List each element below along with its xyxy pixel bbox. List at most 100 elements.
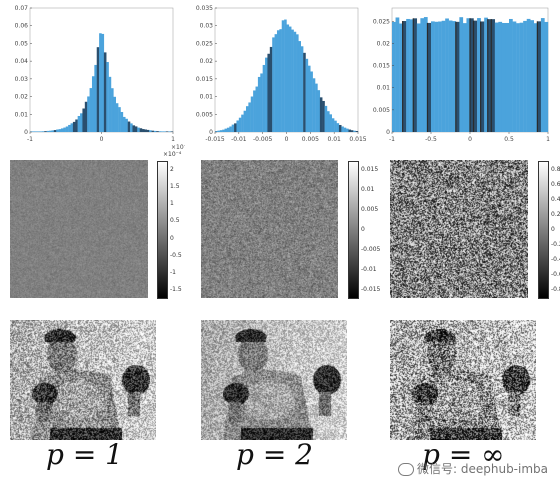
histogram-bar — [307, 65, 311, 132]
y-tick-label: 0.015 — [196, 76, 213, 83]
y-tick-label: 0.025 — [373, 18, 390, 25]
histogram-bar — [319, 97, 323, 132]
histogram-bar — [245, 106, 249, 132]
histogram-bar — [111, 88, 114, 132]
y-tick-label: 0.015 — [373, 63, 390, 70]
colorbar-tick-label: 0.01 — [361, 186, 375, 193]
histogram-bar — [303, 52, 306, 132]
histogram-bar — [445, 18, 449, 133]
histogram-bar — [132, 125, 136, 132]
colorbar-tick-label: -1.5 — [170, 286, 182, 293]
label-pinf: p = ∞ — [422, 438, 505, 471]
histogram-bar — [49, 130, 52, 132]
colorbar-tick-label: 0.6 — [551, 181, 560, 188]
colorbar-1: 2 1.5 1 0.5 0 -0.5 -1 -1.5 — [157, 161, 182, 299]
histogram-bar — [317, 90, 321, 132]
colorbar-tick-label: -1 — [170, 268, 176, 276]
x-tick-label: 0 — [100, 136, 104, 143]
histogram-bar — [265, 57, 268, 133]
histogram-bar — [477, 18, 481, 133]
y-tick-label: 0.01 — [377, 85, 391, 92]
histogram-bar — [77, 115, 81, 132]
histogram-bar — [115, 103, 119, 132]
histogram-bar — [165, 131, 169, 132]
colorbar-tick-label: -0.005 — [361, 246, 381, 253]
y-tick-label: 0.02 — [15, 94, 29, 101]
y-tick-label: 0.01 — [15, 111, 29, 118]
histogram-bar — [286, 24, 290, 133]
y-tick-label: 0.06 — [15, 23, 29, 30]
histogram-bar — [234, 123, 237, 132]
histogram-bar — [409, 19, 414, 133]
histogram-bar — [491, 19, 496, 132]
histogram-bar — [329, 114, 332, 132]
histogram-bar — [526, 18, 531, 132]
histogram-bar — [142, 129, 145, 132]
histogram-bar — [101, 33, 105, 132]
histogram-bar — [70, 123, 74, 132]
histogram-bar — [106, 62, 109, 132]
histogram-bar — [248, 102, 251, 132]
x-tick-label: 0.01 — [327, 136, 341, 143]
histogram-bar — [84, 101, 88, 132]
histogram-bar — [434, 21, 439, 133]
noisy-photo-3 — [390, 320, 536, 440]
watermark: 微信号: deephub-imba — [398, 460, 548, 477]
histogram-bar — [312, 78, 316, 132]
colorbar-tick-label: 0.2 — [551, 211, 560, 218]
x-tick-label: 1 — [546, 136, 550, 143]
x-tick-label: -0.5 — [425, 136, 437, 143]
histogram-bar — [487, 19, 492, 133]
histogram-bar — [288, 26, 292, 132]
noise-map-2 — [201, 160, 338, 298]
y-tick-label: 0.035 — [196, 5, 213, 12]
histogram-bar — [99, 33, 102, 132]
colorbar-tick-label: 0 — [551, 226, 555, 233]
histogram-bar — [473, 20, 478, 132]
colorbar-tick-label: 1 — [170, 200, 174, 208]
histogram-bar — [94, 64, 97, 132]
histogram-bar — [118, 107, 121, 132]
y-tick-label: 0.01 — [200, 94, 214, 101]
histogram-bar — [80, 113, 83, 132]
histogram-bar — [420, 18, 425, 132]
histogram-bar — [462, 23, 467, 132]
histogram-bar — [41, 131, 45, 132]
histogram-chart-gaussian: -0.015 -0.01 -0.005 0 0.005 0.01 0.015 0 0.005 0.… — [196, 5, 367, 143]
histogram-bar — [243, 110, 247, 132]
histogram-bar — [402, 21, 407, 133]
histogram-bar — [168, 131, 171, 132]
histogram-bar — [274, 34, 278, 132]
histogram-bar — [338, 124, 342, 132]
label-p2: p = 2 — [236, 438, 313, 471]
histogram-bar — [269, 46, 273, 132]
histogram-bar — [153, 130, 157, 132]
histogram-bar — [348, 129, 352, 132]
y-tick-label: 0 — [209, 129, 213, 136]
histogram-bar — [87, 96, 90, 132]
histogram-bar — [217, 130, 220, 132]
histogram-bar — [139, 128, 143, 132]
histogram-bar — [156, 131, 159, 132]
histogram-bar — [53, 130, 57, 132]
histogram-chart-uniform: -1 -0.5 0 0.5 1 0 0.005 0.01 0.015 0.02 0.025 — [373, 7, 550, 143]
histogram-bar — [281, 20, 285, 132]
histogram-bar — [509, 18, 513, 132]
histogram-bar — [226, 127, 230, 132]
histogram-bar — [427, 22, 432, 132]
histogram-bar — [89, 88, 93, 132]
histogram-bar — [530, 20, 535, 133]
x-tick-label: -1 — [27, 136, 33, 143]
histogram-bar — [82, 108, 86, 132]
colorbar-tick-label: 0.015 — [361, 166, 379, 173]
y-tick-label: 0.03 — [200, 23, 214, 30]
histogram-bar — [519, 22, 524, 133]
histogram-bar — [341, 126, 344, 132]
histogram-bar — [392, 21, 396, 133]
x-tick-label: 0 — [285, 136, 289, 143]
histogram-bar — [149, 130, 152, 132]
histogram-bar — [125, 118, 128, 132]
x-tick-label: -0.005 — [253, 136, 273, 143]
histogram-bar — [498, 21, 503, 132]
histogram-bar — [431, 21, 435, 132]
